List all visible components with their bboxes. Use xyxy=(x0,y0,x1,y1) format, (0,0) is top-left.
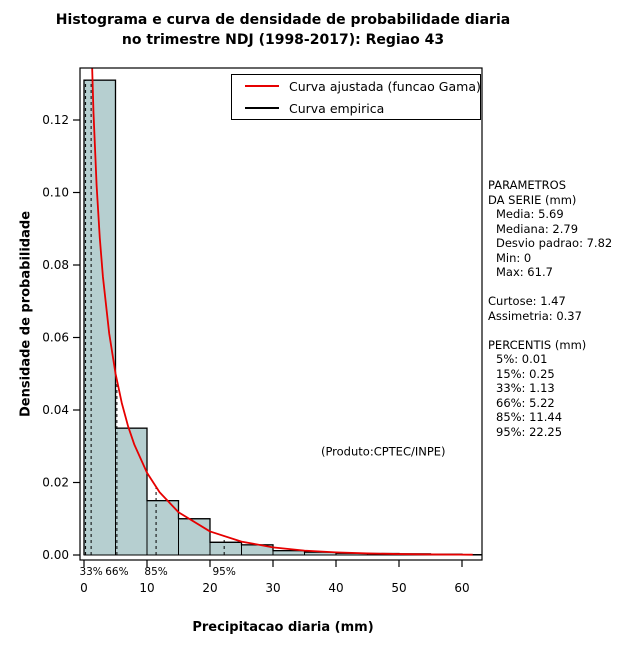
stats-line: Min: 0 xyxy=(496,250,532,265)
y-tick-label: 0.08 xyxy=(42,258,69,272)
histogram-bar xyxy=(178,518,211,556)
histogram-bar xyxy=(83,79,116,556)
stats-line: 85%: 11.44 xyxy=(496,410,563,424)
legend-label-empirical: Curva empirica xyxy=(289,100,385,116)
stats-line: 95%: 22.25 xyxy=(496,424,563,439)
legend-item-empirical: Curva empirica xyxy=(245,101,480,116)
stats-line xyxy=(488,280,612,295)
legend: Curva ajustada (funcao Gama) Curva empir… xyxy=(231,74,481,120)
stats-line xyxy=(488,323,612,338)
stats-line: Desvio padrao: 7.82 xyxy=(496,236,613,250)
series-parameters-panel: PARAMETROS DA SERIE (mm) Media: 5.69 Median… xyxy=(488,178,612,439)
percentile-label: 33% xyxy=(79,566,102,578)
gamma-curve xyxy=(91,68,473,556)
stats-line: 33%: 1.13 xyxy=(496,381,555,395)
y-tick-label: 0.06 xyxy=(42,331,69,345)
stats-line: Mediana: 2.79 xyxy=(496,221,579,236)
histogram-bar xyxy=(209,541,242,556)
product-annotation: (Produto:CPTEC/INPE) xyxy=(321,445,446,459)
legend-item-gamma: Curva ajustada (funcao Gama) xyxy=(245,78,481,94)
title-line-1: Histograma e curva de densidade de proba… xyxy=(55,12,511,28)
stats-line: 15%: 0.25 xyxy=(496,366,555,381)
percentile-label: 66% xyxy=(105,566,128,578)
stats-line: Curtose: 1.47 xyxy=(488,294,566,308)
plot-box xyxy=(79,67,483,561)
stats-line: DA SERIE (mm) xyxy=(488,192,577,207)
x-tick-label: 30 xyxy=(265,581,280,595)
histogram-bar xyxy=(272,550,305,556)
percentile-label: 85% xyxy=(144,566,167,578)
empirical-line-swatch xyxy=(245,107,279,109)
chart-title: Histograma e curva de densidade de proba… xyxy=(0,10,566,50)
stats-line: Media: 5.69 xyxy=(496,207,564,221)
y-tick-label: 0.10 xyxy=(42,186,69,200)
legend-label-gamma: Curva ajustada (funcao Gama) xyxy=(289,78,481,94)
x-tick-label: 20 xyxy=(202,581,217,595)
x-tick-label: 40 xyxy=(328,581,343,595)
stats-line: Max: 61.7 xyxy=(496,265,553,279)
gamma-line-swatch xyxy=(245,85,279,87)
histogram-bar xyxy=(115,427,148,556)
stats-line: PARAMETROS xyxy=(488,178,567,192)
y-tick-label: 0.02 xyxy=(42,476,69,490)
x-tick-label: 10 xyxy=(139,581,154,595)
percentile-label: 95% xyxy=(213,566,236,578)
stats-line: PERCENTIS (mm) xyxy=(488,337,587,352)
title-line-2: no trimestre NDJ (1998-2017): Regiao 43 xyxy=(121,32,445,48)
y-tick-label: 0.04 xyxy=(42,403,69,417)
y-tick-label: 0.12 xyxy=(42,113,69,127)
y-axis-title: Densidade de probabilidade xyxy=(18,210,34,418)
histogram-bar xyxy=(146,500,179,556)
x-tick-label: 60 xyxy=(454,581,469,595)
y-tick-label: 0.00 xyxy=(42,548,69,562)
stats-line: 66%: 5.22 xyxy=(496,395,555,410)
stats-line: 5%: 0.01 xyxy=(496,352,548,366)
x-tick-label: 50 xyxy=(391,581,406,595)
stats-line: Assimetria: 0.37 xyxy=(488,308,582,323)
x-tick-label: 0 xyxy=(80,581,88,595)
x-axis-title: Precipitacao diaria (mm) xyxy=(192,620,374,635)
